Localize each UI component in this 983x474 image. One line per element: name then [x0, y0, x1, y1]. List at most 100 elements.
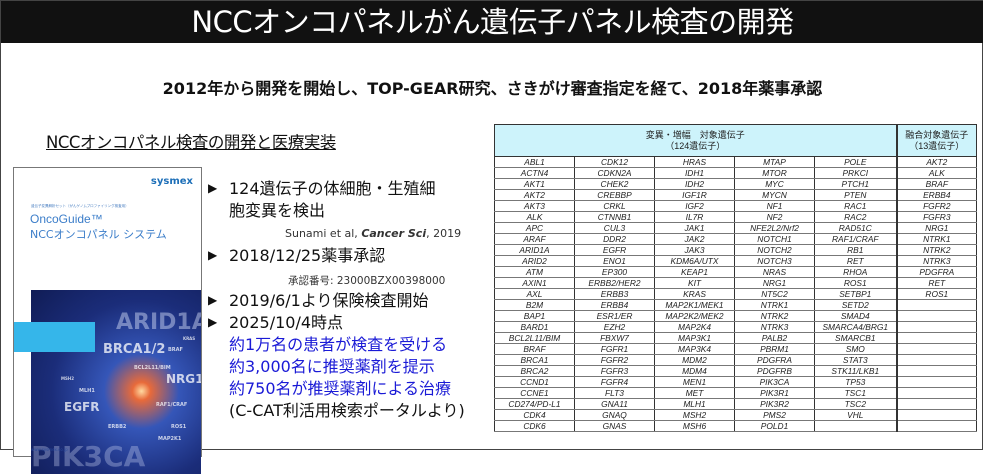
brochure-blue-band — [14, 322, 95, 352]
gene-cell: DDR2 — [574, 233, 655, 245]
table-row: BAP1 ESR1/ER MAP2K2/MEK2 NTRK2 SMAD4 — [494, 310, 978, 322]
art-gene: BCL2L11/BIM — [134, 365, 171, 371]
gene-cell: RHOA — [813, 266, 898, 278]
fusion-gene-cell — [895, 321, 978, 333]
table-row: AKT2 CREBBP IGF1R MYCN PTEN ERBB4 — [494, 189, 978, 201]
gene-cell: BARD1 — [494, 321, 575, 333]
art-gene: PIK3CA — [31, 440, 146, 473]
gene-table: 変異・増幅 対象遺伝子 （124遺伝子） 融合対象遺伝子 （13遺伝子） ABL1 C… — [493, 124, 978, 432]
gene-cell: RAC2 — [813, 211, 898, 223]
gene-cell: NOTCH2 — [734, 244, 815, 256]
fusion-gene-cell: NTRK2 — [895, 244, 978, 256]
table-row: ARID1A EGFR JAK3 NOTCH2 RB1 NTRK2 — [494, 244, 978, 256]
gene-cell: MYC — [734, 178, 815, 190]
table-row: BRCA1 FGFR2 MDM2 PDGFRA STAT3 — [494, 354, 978, 366]
header-count: （124遺伝子） — [665, 140, 726, 151]
art-gene: BRAF — [168, 347, 183, 353]
gene-cell: RB1 — [813, 244, 898, 256]
fusion-gene-cell: PDGFRA — [895, 266, 978, 278]
gene-cell: ABL1 — [494, 156, 575, 168]
gene-cell: ARAF — [494, 233, 575, 245]
table-row: CDK6 GNAS MSH6 POLD1 — [494, 420, 978, 432]
table-row: ATM EP300 KEAP1 NRAS RHOA PDGFRA — [494, 266, 978, 278]
fusion-gene-cell: NRG1 — [895, 222, 978, 234]
fusion-gene-cell — [895, 387, 978, 399]
fusion-gene-cell — [895, 310, 978, 322]
gene-cell: NF2 — [734, 211, 815, 223]
triangle-bullet-icon: ▶ — [208, 293, 218, 307]
gene-cell: STAT3 — [813, 354, 898, 366]
gene-cell: RET — [813, 255, 898, 267]
art-gene: BRCA1/2 — [103, 342, 166, 357]
gene-cell: CTNNB1 — [574, 211, 655, 223]
gene-table-body: ABL1 CDK12 HRAS MTAP POLE AKT2 ACTN4 CDKN2A IDH1… — [494, 156, 978, 432]
source-text: (C-CAT利活用検索ポータルより) — [229, 401, 465, 420]
triangle-bullet-icon: ▶ — [208, 315, 218, 329]
gene-cell: AXIN1 — [494, 277, 575, 289]
gene-cell: EZH2 — [574, 321, 655, 333]
table-row: CDK4 GNAQ MSH2 PMS2 VHL — [494, 409, 978, 421]
gene-cell: SMARCB1 — [813, 332, 898, 344]
gene-cell: IDH2 — [654, 178, 735, 190]
gene-cell: B2M — [494, 299, 575, 311]
gene-cell: RAD51C — [813, 222, 898, 234]
gene-cell: SMARCA4/BRG1 — [813, 321, 898, 333]
gene-cell: PDGFRB — [734, 365, 815, 377]
gene-cell: MDM2 — [654, 354, 735, 366]
fusion-genes-header: 融合対象遺伝子 （13遺伝子） — [895, 124, 978, 157]
gene-cell: NOTCH1 — [734, 233, 815, 245]
gene-cell: TSC2 — [813, 398, 898, 410]
gene-cell: EP300 — [574, 266, 655, 278]
gene-cell: MAP2K1/MEK1 — [654, 299, 735, 311]
art-gene: EGFR — [64, 400, 100, 414]
gene-cell: ATM — [494, 266, 575, 278]
sysmex-logo: sysmex — [150, 176, 193, 187]
gene-cell: RAC1 — [813, 200, 898, 212]
gene-cell: ARID2 — [494, 255, 575, 267]
gene-cell: MTOR — [734, 167, 815, 179]
fusion-gene-cell: BRAF — [895, 178, 978, 190]
table-row: CCND1 FGFR4 MEN1 PIK3CA TP53 — [494, 376, 978, 388]
bullet-text: 124遺伝子の体細胞・生殖細 — [229, 179, 436, 198]
fusion-gene-cell — [895, 376, 978, 388]
bullet-text: 2025/10/4時点 — [229, 313, 344, 332]
gene-cell: FGFR2 — [574, 354, 655, 366]
gene-cell: EGFR — [574, 244, 655, 256]
gene-cell: IDH1 — [654, 167, 735, 179]
stat-text: 約1万名の患者が検査を受ける — [229, 335, 448, 354]
gene-cell: CDK6 — [494, 420, 575, 432]
gene-cell: SETBP1 — [813, 288, 898, 300]
gene-cell: IGF1R — [654, 189, 735, 201]
gene-cell: GNAS — [574, 420, 655, 432]
gene-cell: KDM6A/UTX — [654, 255, 735, 267]
gene-cell: BRCA2 — [494, 365, 575, 377]
gene-cell: ERBB3 — [574, 288, 655, 300]
gene-cell: BCL2L11/BIM — [494, 332, 575, 344]
gene-cell: FGFR3 — [574, 365, 655, 377]
gene-cell: FGFR1 — [574, 343, 655, 355]
gene-cell: ERBB4 — [574, 299, 655, 311]
fusion-gene-cell: NTRK3 — [895, 255, 978, 267]
gene-cell: MTAP — [734, 156, 815, 168]
fusion-gene-cell — [895, 420, 978, 432]
fusion-gene-cell — [895, 354, 978, 366]
table-row: ARAF DDR2 JAK2 NOTCH1 RAF1/CRAF NTRK1 — [494, 233, 978, 245]
gene-cell: NTRK1 — [734, 299, 815, 311]
fusion-gene-cell — [895, 343, 978, 355]
table-row: ARID2 ENO1 KDM6A/UTX NOTCH3 RET NTRK3 — [494, 255, 978, 267]
table-row: BRAF FGFR1 MAP3K4 PBRM1 SMO — [494, 343, 978, 355]
gene-cell: HRAS — [654, 156, 735, 168]
gene-cell: KIT — [654, 277, 735, 289]
gene-cell: TP53 — [813, 376, 898, 388]
gene-cell: CCNE1 — [494, 387, 575, 399]
gene-cell: AKT1 — [494, 178, 575, 190]
gene-cell: FGFR4 — [574, 376, 655, 388]
gene-cell: MAP2K4 — [654, 321, 735, 333]
table-row: ACTN4 CDKN2A IDH1 MTOR PRKCI ALK — [494, 167, 978, 179]
header-text: 変異・増幅 対象遺伝子 — [645, 129, 745, 140]
gene-cell: CUL3 — [574, 222, 655, 234]
gene-cell: APC — [494, 222, 575, 234]
gene-cell: JAK3 — [654, 244, 735, 256]
gene-cell: MEN1 — [654, 376, 735, 388]
brochure-product-name: OncoGuide™ — [30, 212, 103, 226]
